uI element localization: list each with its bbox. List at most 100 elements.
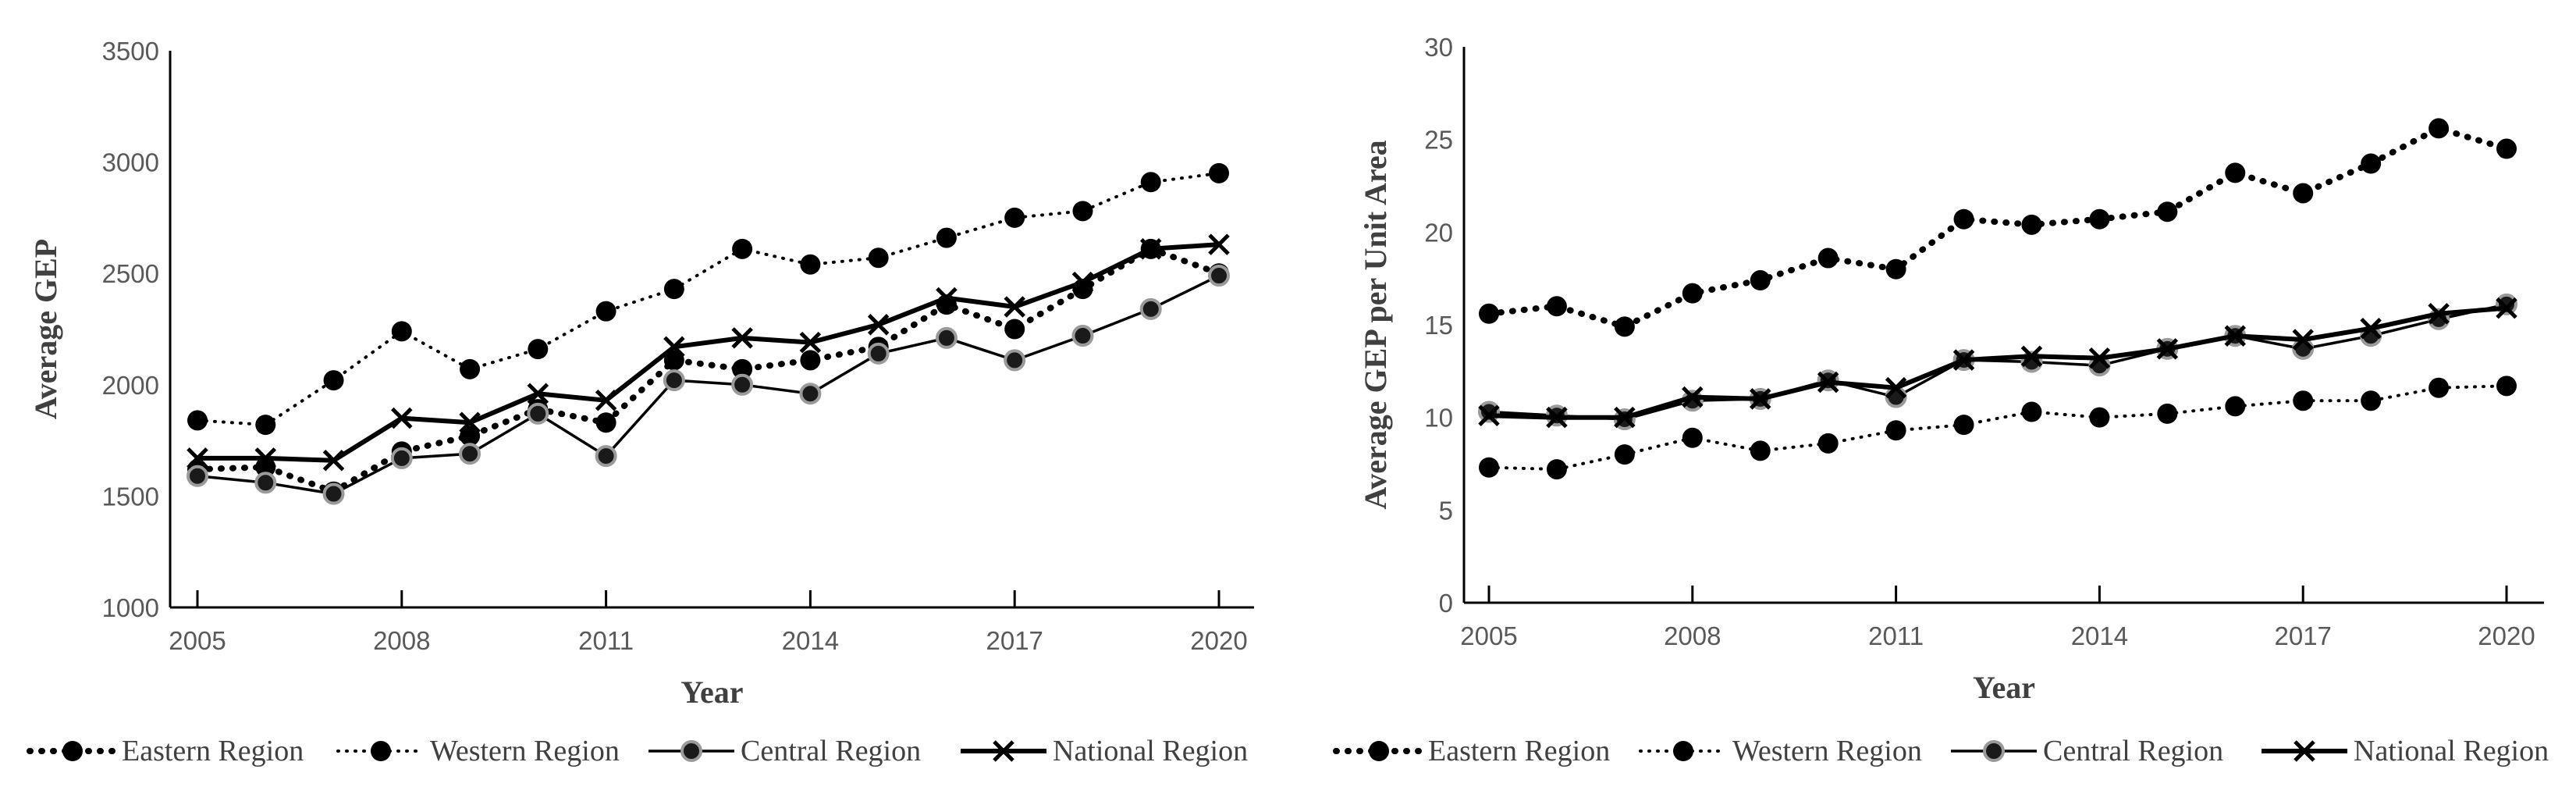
data-point — [2225, 162, 2246, 183]
data-point — [595, 412, 616, 433]
data-point — [1546, 406, 1568, 429]
data-point — [2361, 153, 2382, 174]
data-point — [2021, 401, 2042, 422]
data-point — [799, 331, 822, 354]
data-point — [322, 482, 345, 505]
data-point — [1750, 270, 1771, 291]
x-tick-label: 2020 — [2478, 621, 2535, 650]
data-point — [1953, 415, 1974, 436]
data-point — [935, 326, 958, 349]
y-tick-label: 25 — [1424, 126, 1453, 155]
x-tick-label: 2017 — [2274, 621, 2331, 650]
data-point — [1140, 172, 1161, 193]
data-point — [187, 410, 208, 431]
data-point — [1546, 459, 1567, 480]
data-point — [799, 383, 822, 405]
data-point — [2089, 208, 2110, 230]
data-point — [1071, 271, 1094, 294]
data-point — [1682, 427, 1703, 448]
legend-item: Central Region — [1951, 735, 2223, 767]
data-point — [1209, 162, 1229, 183]
legend-swatch-marker — [1983, 740, 2005, 762]
x-axis-title: Year — [1973, 670, 2035, 705]
legend-swatch-marker — [680, 740, 702, 762]
data-point — [460, 425, 481, 447]
data-point — [2496, 376, 2517, 397]
x-tick-label: 2017 — [986, 626, 1043, 655]
legend-item: Western Region — [1639, 735, 1922, 767]
series-line-central-region — [1488, 303, 2507, 421]
x-tick-label: 2020 — [1190, 626, 1247, 655]
data-point — [1479, 303, 1499, 324]
data-point — [1614, 444, 1635, 465]
legend-label: Western Region — [430, 735, 620, 767]
legend-label: National Region — [1053, 735, 1248, 767]
y-axis-title: Average GEP per Unit Area — [1358, 140, 1393, 509]
legend-swatch-marker — [2294, 740, 2315, 762]
data-point — [2156, 338, 2179, 360]
legend-swatch-marker — [371, 741, 391, 761]
data-point — [322, 450, 345, 472]
x-tick-label: 2005 — [169, 626, 226, 655]
data-point — [1071, 325, 1094, 347]
series-line-central-region — [197, 274, 1220, 496]
data-point — [2428, 302, 2450, 325]
data-point — [867, 314, 890, 336]
y-tick-label: 5 — [1439, 496, 1453, 525]
data-point — [1817, 247, 1839, 269]
data-point — [2293, 390, 2314, 411]
data-point — [1953, 208, 1974, 230]
data-point — [1479, 457, 1499, 478]
data-point — [459, 411, 481, 434]
data-point — [1139, 297, 1162, 320]
data-point — [867, 342, 890, 365]
data-point — [936, 227, 957, 248]
data-point — [800, 350, 821, 371]
data-point — [2089, 407, 2110, 428]
data-point — [1817, 433, 1839, 454]
data-point — [663, 350, 684, 371]
legend-swatch-marker — [1673, 741, 1693, 761]
x-tick-label: 2014 — [782, 626, 839, 655]
data-point — [1749, 388, 1771, 410]
data-point — [1750, 440, 1771, 461]
data-point — [1072, 201, 1093, 222]
legend-item: Eastern Region — [27, 735, 304, 767]
data-point — [1614, 406, 1636, 429]
data-point — [1004, 349, 1026, 372]
data-point — [255, 415, 276, 436]
data-point — [1682, 283, 1703, 304]
data-point — [187, 447, 208, 469]
x-tick-label: 2014 — [2071, 621, 2128, 650]
data-point — [1885, 258, 1906, 280]
legend-label: National Region — [2354, 735, 2549, 767]
legend-item: Central Region — [648, 735, 921, 767]
y-tick-label: 15 — [1424, 311, 1453, 340]
data-point — [1546, 296, 1567, 317]
data-point — [459, 443, 481, 465]
data-point — [2157, 201, 2178, 223]
data-point — [1004, 207, 1025, 228]
data-point — [2293, 183, 2314, 204]
legend-label: Western Region — [1732, 735, 1922, 767]
data-point — [527, 383, 549, 404]
data-point — [595, 445, 617, 468]
legend-label: Eastern Region — [122, 735, 304, 767]
data-point — [2088, 347, 2111, 369]
x-tick-label: 2008 — [373, 626, 430, 655]
y-tick-label: 20 — [1424, 218, 1453, 247]
data-point — [1004, 296, 1025, 318]
chart-average-gep: 1000 1500 2000 2500 3000 3500 2005 2008 2011 2014… — [27, 37, 1254, 767]
chart-average-gep-per-unit-area: 0 5 10 15 20 25 30 2005 2008 2011 2014 2017 2020 Year… — [1333, 33, 2549, 767]
y-tick-label: 2500 — [102, 259, 159, 288]
data-point — [731, 327, 753, 349]
data-point — [2020, 345, 2043, 368]
data-point — [2157, 403, 2178, 424]
data-point — [1139, 238, 1162, 260]
data-point — [528, 339, 549, 360]
data-point — [2496, 297, 2517, 319]
y-tick-label: 2000 — [102, 371, 159, 400]
data-point — [1682, 386, 1704, 408]
series-line-western-region — [1487, 384, 2508, 472]
y-axis-title: Average GEP — [28, 239, 63, 419]
